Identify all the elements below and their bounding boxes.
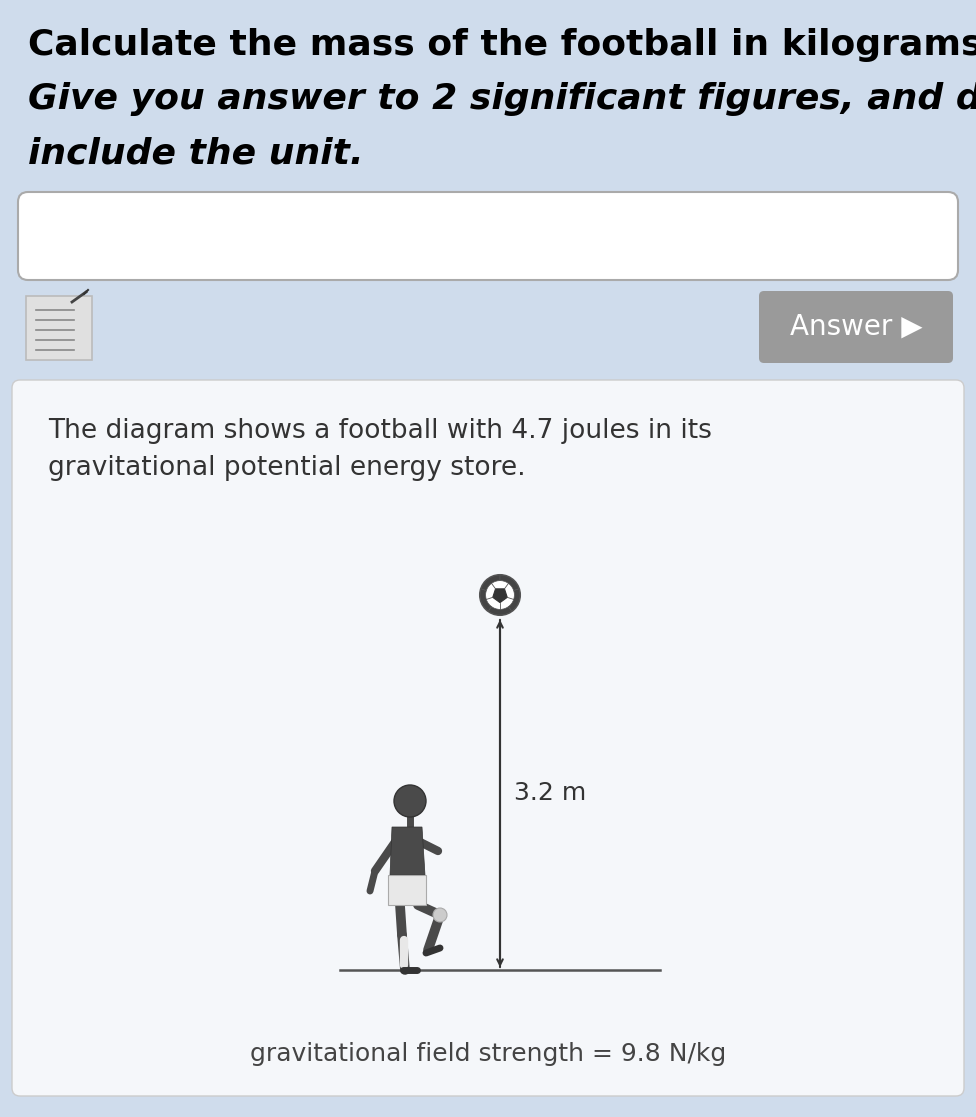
Polygon shape	[481, 575, 500, 591]
Polygon shape	[500, 575, 519, 591]
Text: gravitational field strength = 9.8 N/kg: gravitational field strength = 9.8 N/kg	[250, 1042, 726, 1066]
Polygon shape	[388, 875, 426, 905]
Circle shape	[394, 785, 426, 817]
Polygon shape	[390, 827, 425, 875]
Text: Give you answer to 2 significant figures, and don't: Give you answer to 2 significant figures…	[28, 82, 976, 116]
Polygon shape	[488, 607, 511, 615]
Polygon shape	[480, 589, 492, 611]
Text: Calculate the mass of the football in kilograms.: Calculate the mass of the football in ki…	[28, 28, 976, 63]
Circle shape	[480, 575, 520, 615]
Polygon shape	[508, 589, 520, 611]
Text: The diagram shows a football with 4.7 joules in its: The diagram shows a football with 4.7 jo…	[48, 418, 712, 443]
FancyBboxPatch shape	[26, 296, 92, 360]
Polygon shape	[493, 589, 508, 602]
Text: 3.2 m: 3.2 m	[514, 782, 587, 805]
Text: Answer ▶: Answer ▶	[790, 313, 922, 341]
FancyBboxPatch shape	[12, 380, 964, 1096]
Circle shape	[433, 908, 447, 922]
Text: include the unit.: include the unit.	[28, 136, 364, 170]
Text: gravitational potential energy store.: gravitational potential energy store.	[48, 455, 526, 481]
FancyBboxPatch shape	[759, 292, 953, 363]
FancyBboxPatch shape	[18, 192, 958, 280]
